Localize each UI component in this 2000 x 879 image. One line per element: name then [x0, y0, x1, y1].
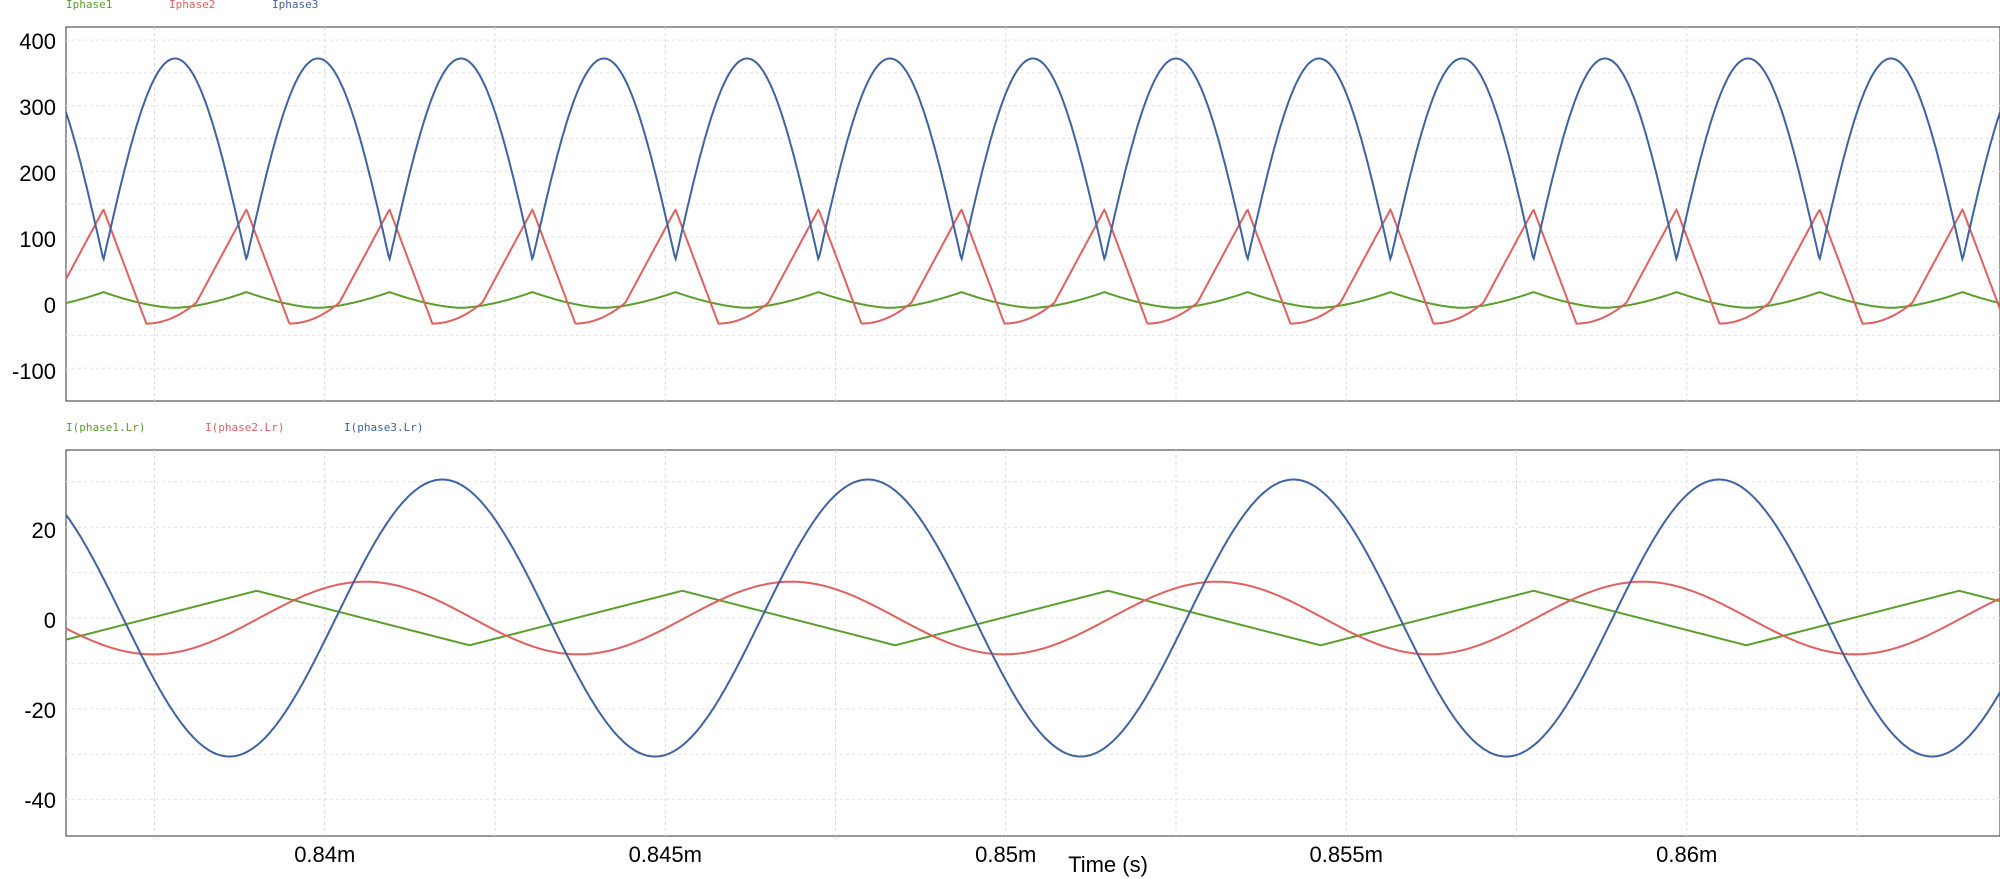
x-ticks: 0.84m 0.845m 0.85m 0.855m 0.86m	[294, 842, 1717, 867]
legend-phase1-lr: I(phase1.Lr)	[66, 421, 145, 434]
legend-phase2-lr: I(phase2.Lr)	[205, 421, 284, 434]
xtick-0: 0.84m	[294, 842, 355, 867]
legend-iphase2: Iphase2	[169, 0, 215, 11]
top-series	[65, 57, 2000, 325]
series-phase2-lr	[65, 580, 2000, 656]
legend-iphase1: Iphase1	[66, 0, 112, 11]
series-iphase1	[65, 291, 2000, 309]
top-y-ticks: 400 300 200 100 0 -100	[12, 29, 56, 384]
xtick-3: 0.855m	[1310, 842, 1383, 867]
bottom-ytick-0: 0	[44, 608, 56, 633]
top-ytick-200: 200	[19, 161, 56, 186]
top-ytick-100: 100	[19, 227, 56, 252]
xtick-4: 0.86m	[1656, 842, 1717, 867]
series-iphase3	[65, 57, 2000, 263]
series-phase1-lr	[65, 589, 2000, 647]
bottom-y-ticks: 20 0 -20 -40	[24, 518, 56, 813]
top-ytick-400: 400	[19, 29, 56, 54]
xtick-1: 0.845m	[629, 842, 702, 867]
bottom-grid	[66, 450, 2000, 836]
top-ytick-neg100: -100	[12, 359, 56, 384]
legend-iphase3: Iphase3	[272, 0, 318, 11]
series-iphase2	[65, 207, 2000, 325]
bottom-ytick-neg40: -40	[24, 788, 56, 813]
xtick-2: 0.85m	[975, 842, 1036, 867]
top-ytick-0: 0	[44, 293, 56, 318]
top-ytick-300: 300	[19, 95, 56, 120]
bottom-ytick-20: 20	[32, 518, 56, 543]
legend-phase3-lr: I(phase3.Lr)	[344, 421, 423, 434]
series-phase3-lr	[65, 478, 2000, 758]
x-axis-label: Time (s)	[1068, 852, 1148, 877]
top-plot-area	[65, 26, 2000, 402]
bottom-series	[65, 478, 2000, 758]
top-grid	[66, 27, 2000, 401]
bottom-ytick-neg20: -20	[24, 698, 56, 723]
bottom-plot-area	[65, 449, 2000, 837]
